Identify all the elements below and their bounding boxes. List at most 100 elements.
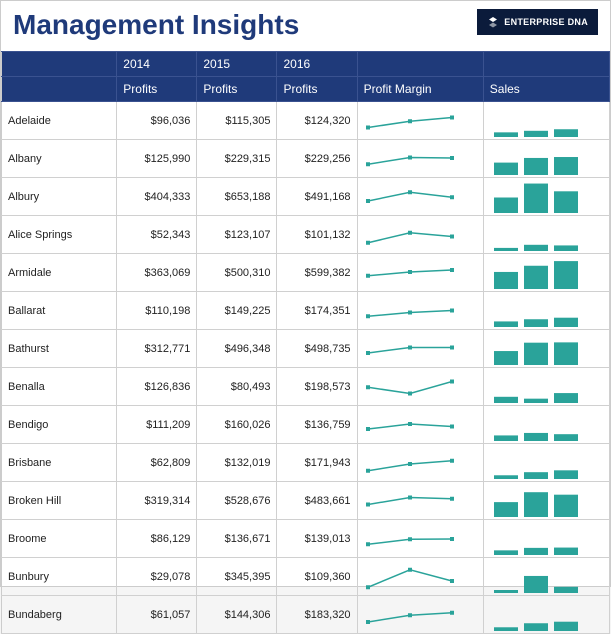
profit-2014-cell: $61,057 — [117, 596, 197, 634]
profit-2014-cell: $110,198 — [117, 292, 197, 330]
sales-bars-icon — [484, 216, 588, 253]
sales-cell — [483, 368, 609, 406]
margin-sparkline-icon — [358, 444, 462, 481]
table-row[interactable]: Ballarat$110,198$149,225$174,351 — [2, 292, 610, 330]
table-row[interactable]: Bendigo$111,209$160,026$136,759 — [2, 406, 610, 444]
margin-sparkline-icon — [358, 102, 462, 139]
sales-cell — [483, 140, 609, 178]
sales-cell — [483, 558, 609, 596]
profit-2016-cell: $599,382 — [277, 254, 357, 292]
sales-bars-icon — [484, 482, 588, 519]
sales-cell — [483, 444, 609, 482]
sales-cell — [483, 330, 609, 368]
table-row[interactable]: Alice Springs$52,343$123,107$101,132 — [2, 216, 610, 254]
logo-icon — [487, 16, 499, 28]
table-row[interactable]: Bundaberg$61,057$144,306$183,320 — [2, 596, 610, 634]
margin-cell — [357, 406, 483, 444]
table-row[interactable]: Broome$86,129$136,671$139,013 — [2, 520, 610, 558]
hdr-profits-2016[interactable]: Profits — [277, 77, 357, 102]
sales-bars-icon — [484, 140, 588, 177]
profit-2014-cell: $86,129 — [117, 520, 197, 558]
profit-2016-cell: $136,759 — [277, 406, 357, 444]
table-row[interactable]: Albany$125,990$229,315$229,256 — [2, 140, 610, 178]
sales-bars-icon — [484, 596, 588, 633]
sales-cell — [483, 482, 609, 520]
profit-2015-cell: $496,348 — [197, 330, 277, 368]
sales-cell — [483, 406, 609, 444]
margin-sparkline-icon — [358, 406, 462, 443]
profit-2015-cell: $653,188 — [197, 178, 277, 216]
sales-cell — [483, 596, 609, 634]
city-cell: Broken Hill — [2, 482, 117, 520]
margin-cell — [357, 254, 483, 292]
hdr-profit-margin[interactable]: Profit Margin — [357, 77, 483, 102]
table-row[interactable]: Armidale$363,069$500,310$599,382 — [2, 254, 610, 292]
margin-cell — [357, 216, 483, 254]
profit-2014-cell: $29,078 — [117, 558, 197, 596]
sales-bars-icon — [484, 254, 588, 291]
city-cell: Alice Springs — [2, 216, 117, 254]
city-cell: Bundaberg — [2, 596, 117, 634]
table-row[interactable]: Albury$404,333$653,188$491,168 — [2, 178, 610, 216]
margin-cell — [357, 596, 483, 634]
city-cell: Bunbury — [2, 558, 117, 596]
table-row[interactable]: Brisbane$62,809$132,019$171,943 — [2, 444, 610, 482]
profit-2015-cell: $149,225 — [197, 292, 277, 330]
table-row[interactable]: Bunbury$29,078$345,395$109,360 — [2, 558, 610, 596]
profit-2016-cell: $198,573 — [277, 368, 357, 406]
profit-2014-cell: $404,333 — [117, 178, 197, 216]
table-row[interactable]: Broken Hill$319,314$528,676$483,661 — [2, 482, 610, 520]
margin-cell — [357, 178, 483, 216]
margin-cell — [357, 368, 483, 406]
enterprise-dna-logo: ENTERPRISE DNA — [477, 9, 598, 35]
profit-2014-cell: $111,209 — [117, 406, 197, 444]
city-cell: Bathurst — [2, 330, 117, 368]
hdr-year-2016[interactable]: 2016 — [277, 52, 357, 77]
margin-sparkline-icon — [358, 216, 462, 253]
profit-2016-cell: $139,013 — [277, 520, 357, 558]
margin-cell — [357, 558, 483, 596]
table-body: Adelaide$96,036$115,305$124,320 Albany$1… — [2, 102, 610, 634]
city-cell: Armidale — [2, 254, 117, 292]
hdr-city — [2, 77, 117, 102]
hdr-year-2014[interactable]: 2014 — [117, 52, 197, 77]
profit-2015-cell: $132,019 — [197, 444, 277, 482]
profit-2016-cell: $491,168 — [277, 178, 357, 216]
hdr-blank-1 — [2, 52, 117, 77]
city-cell: Adelaide — [2, 102, 117, 140]
sales-bars-icon — [484, 292, 588, 329]
profit-2015-cell: $528,676 — [197, 482, 277, 520]
profit-2014-cell: $126,836 — [117, 368, 197, 406]
profit-2016-cell: $171,943 — [277, 444, 357, 482]
margin-sparkline-icon — [358, 330, 462, 367]
profit-2016-cell: $229,256 — [277, 140, 357, 178]
margin-cell — [357, 292, 483, 330]
city-cell: Bendigo — [2, 406, 117, 444]
profit-2015-cell: $345,395 — [197, 558, 277, 596]
profit-2015-cell: $115,305 — [197, 102, 277, 140]
hdr-year-2015[interactable]: 2015 — [197, 52, 277, 77]
dashboard-page: Management Insights ENTERPRISE DNA 2014 … — [0, 0, 611, 587]
profit-2016-cell: $109,360 — [277, 558, 357, 596]
margin-cell — [357, 520, 483, 558]
table-row[interactable]: Bathurst$312,771$496,348$498,735 — [2, 330, 610, 368]
profit-2014-cell: $312,771 — [117, 330, 197, 368]
hdr-profits-2015[interactable]: Profits — [197, 77, 277, 102]
table-row[interactable]: Adelaide$96,036$115,305$124,320 — [2, 102, 610, 140]
profit-2015-cell: $229,315 — [197, 140, 277, 178]
sales-bars-icon — [484, 406, 588, 443]
profit-2016-cell: $174,351 — [277, 292, 357, 330]
hdr-blank-2 — [357, 52, 483, 77]
logo-text: ENTERPRISE DNA — [504, 17, 588, 27]
profit-2015-cell: $500,310 — [197, 254, 277, 292]
sales-cell — [483, 254, 609, 292]
insights-table: 2014 2015 2016 Profits Profits Profits P… — [1, 51, 610, 634]
profit-2014-cell: $125,990 — [117, 140, 197, 178]
margin-cell — [357, 330, 483, 368]
hdr-profits-2014[interactable]: Profits — [117, 77, 197, 102]
margin-cell — [357, 482, 483, 520]
hdr-sales[interactable]: Sales — [483, 77, 609, 102]
margin-cell — [357, 102, 483, 140]
table-row[interactable]: Benalla$126,836$80,493$198,573 — [2, 368, 610, 406]
hdr-blank-3 — [483, 52, 609, 77]
